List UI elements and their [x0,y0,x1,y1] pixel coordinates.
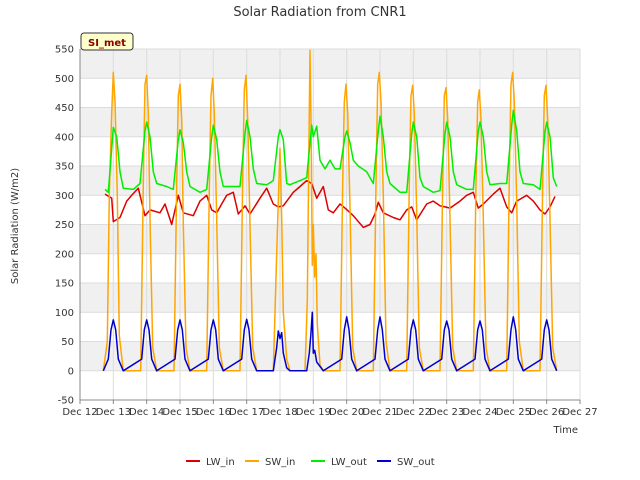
x-tick-label: Dec 26 [529,407,564,418]
legend-label-sw-in: SW_in [265,457,295,468]
x-tick-label: Dec 18 [262,407,297,418]
x-tick-label: Dec 16 [196,407,231,418]
chart-title: Solar Radiation from CNR1 [233,5,406,20]
x-tick-label: Dec 14 [129,407,164,418]
x-tick-label: Dec 15 [162,407,197,418]
grid-band [80,107,580,137]
legend-label-lw-out: LW_out [331,457,367,468]
series-line-sw-out [102,311,558,372]
x-tick-label: Dec 17 [229,407,264,418]
grid-band [80,49,580,79]
x-tick-label: Dec 25 [496,407,531,418]
x-tick-label: Dec 21 [362,407,397,418]
legend-label-sw-out: SW_out [397,457,435,468]
x-tick-label: Dec 24 [462,407,497,418]
grid-band [80,166,580,196]
y-tick-label: 250 [55,220,74,231]
series-line-lw-out [104,109,558,194]
y-tick-label: 200 [55,249,74,260]
y-tick-label: 400 [55,132,74,143]
y-tick-label: 550 [55,45,74,56]
x-tick-label: Dec 20 [329,407,364,418]
grid-band [80,224,580,254]
site-badge-text: SI_met [88,38,126,49]
y-tick-label: 150 [55,279,74,290]
y-axis-label: Solar Radiation (W/m2) [10,168,21,284]
x-tick-label: Dec 13 [96,407,131,418]
y-tick-label: 0 [68,366,74,377]
series-line-sw-in [102,49,558,372]
y-tick-label: 450 [55,103,74,114]
x-tick-label: Dec 27 [562,407,597,418]
x-tick-label: Dec 23 [429,407,464,418]
grid-band [80,283,580,313]
x-tick-label: Dec 19 [296,407,331,418]
y-tick-label: 350 [55,162,74,173]
y-tick-label: 300 [55,191,74,202]
site-badge: SI_met [80,32,134,51]
x-tick-label: Dec 22 [396,407,431,418]
y-tick-label: 500 [55,74,74,85]
y-tick-label: -50 [58,396,74,407]
y-tick-label: 50 [61,337,74,348]
legend-label-lw-in: LW_in [206,457,235,468]
legend: LW_in SW_in LW_out SW_out [186,457,435,468]
y-tick-label: 100 [55,308,74,319]
x-axis-label: Time [553,425,578,436]
x-tick-label: Dec 12 [62,407,97,418]
